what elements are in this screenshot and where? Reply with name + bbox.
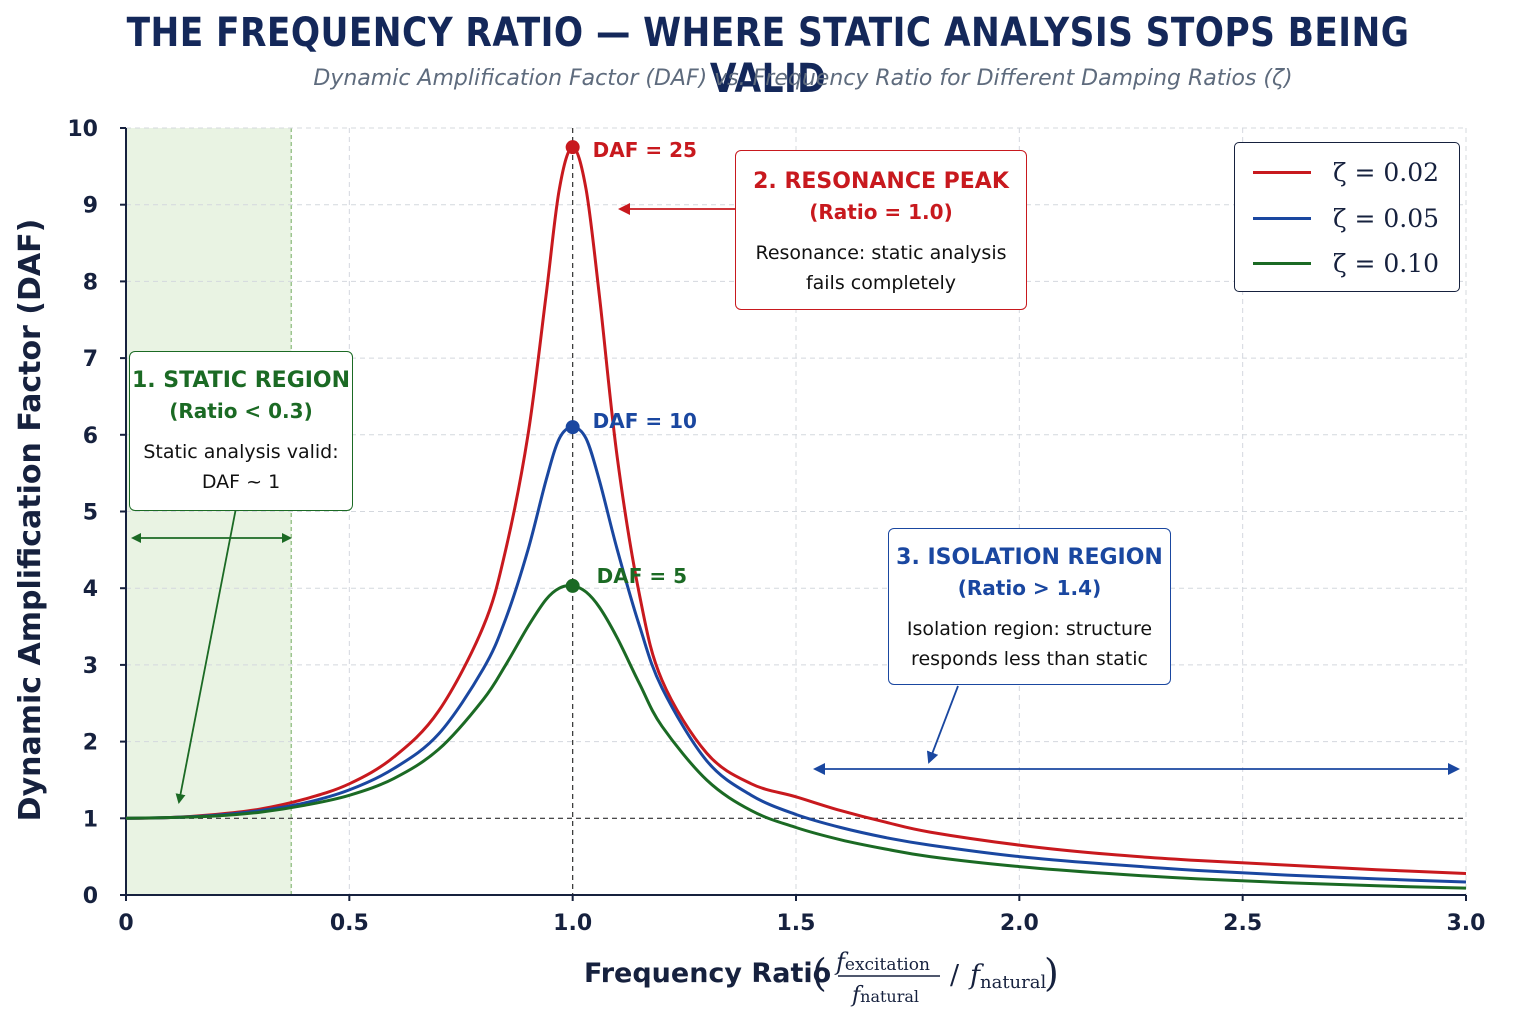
y-tick-label: 10 <box>67 117 98 142</box>
resonance-annotation: 2. RESONANCE PEAK (Ratio = 1.0) Resonanc… <box>735 150 1027 310</box>
resonance-desc-line1: Resonance: static analysis <box>755 242 1007 264</box>
x-axis-label: Frequency Ratio ( fexcitation fnatural /… <box>584 948 1059 1008</box>
series-line-zeta-002 <box>125 145 1467 875</box>
peak-marker-zeta-005 <box>565 420 580 435</box>
isolation-desc-line2: responds less than static <box>911 648 1148 670</box>
x-label-denominator: fnatural <box>850 983 919 1008</box>
isolation-annotation: 3. ISOLATION REGION (Ratio > 1.4) Isolat… <box>888 528 1171 685</box>
static-region-range: (Ratio < 0.3) <box>169 399 313 423</box>
isolation-range: (Ratio > 1.4) <box>957 576 1102 600</box>
legend: ζ = 0.02 ζ = 0.05 ζ = 0.10 <box>1234 142 1460 292</box>
x-label-numerator: fexcitation <box>834 948 930 976</box>
static-region-desc: Static analysis valid: DAF ~ 1 <box>130 437 352 497</box>
legend-label: ζ = 0.02 <box>1333 157 1440 187</box>
x-axis-label-text: Frequency Ratio <box>584 958 831 989</box>
y-tick-label: 7 <box>83 347 98 372</box>
chart-title: THE FREQUENCY RATIO — WHERE STATIC ANALY… <box>126 10 1410 102</box>
y-axis-label: Dynamic Amplification Factor (DAF) <box>13 219 48 822</box>
x-label-slash: / <box>950 960 960 991</box>
y-tick-label: 5 <box>83 501 98 526</box>
static-region-desc-line1: Static analysis valid: <box>143 441 339 463</box>
isolation-heading: 3. ISOLATION REGION <box>896 545 1163 570</box>
peak-label-zeta-002: DAF = 25 <box>593 138 697 162</box>
legend-swatch <box>1253 261 1311 265</box>
legend-swatch <box>1253 170 1311 174</box>
legend-item-zeta-010: ζ = 0.10 <box>1253 248 1439 278</box>
resonance-desc: Resonance: static analysis fails complet… <box>736 238 1026 298</box>
y-tick-label: 1 <box>83 807 98 832</box>
resonance-range: (Ratio = 1.0) <box>809 200 953 224</box>
static-region-heading: 1. STATIC REGION <box>131 368 351 393</box>
x-tick-label: 0 <box>118 911 133 936</box>
isolation-pointer-arrow <box>926 685 959 764</box>
y-tick-label: 2 <box>83 731 98 756</box>
isolation-desc: Isolation region: structure responds les… <box>889 614 1170 674</box>
legend-swatch <box>1253 216 1311 220</box>
y-tick-label: 6 <box>83 424 98 449</box>
x-label-close-paren: ) <box>1044 951 1059 995</box>
x-tick-label: 1.0 <box>553 911 592 936</box>
legend-item-zeta-002: ζ = 0.02 <box>1253 157 1439 187</box>
x-tick-label: 2.0 <box>1000 911 1039 936</box>
isolation-desc-line1: Isolation region: structure <box>906 618 1153 640</box>
y-tick-label: 9 <box>83 194 98 219</box>
y-tick-label: 0 <box>83 884 98 909</box>
series-line-zeta-010 <box>125 584 1467 890</box>
peak-label-zeta-005: DAF = 10 <box>593 409 697 433</box>
legend-item-zeta-005: ζ = 0.05 <box>1253 203 1439 233</box>
y-tick-label: 8 <box>83 270 98 295</box>
static-pointer-arrow <box>175 507 237 804</box>
x-tick-label: 2.5 <box>1223 911 1262 936</box>
legend-label: ζ = 0.05 <box>1333 203 1440 233</box>
chart-subtitle: Dynamic Amplification Factor (DAF) vs. F… <box>313 66 1293 91</box>
resonance-desc-line2: fails completely <box>805 272 957 294</box>
y-tick-label: 4 <box>83 577 98 602</box>
series-line-zeta-005 <box>125 425 1467 884</box>
x-tick-label: 1.5 <box>777 911 816 936</box>
static-region-annotation: 1. STATIC REGION (Ratio < 0.3) Static an… <box>129 351 353 511</box>
x-tick-label: 0.5 <box>330 911 369 936</box>
legend-label: ζ = 0.10 <box>1333 248 1440 278</box>
x-tick-label: 3.0 <box>1447 911 1486 936</box>
x-label-rhs: fnatural <box>968 960 1046 993</box>
y-tick-label: 3 <box>83 654 98 679</box>
peak-marker-zeta-002 <box>565 140 580 155</box>
resonance-heading: 2. RESONANCE PEAK <box>753 169 1009 194</box>
peak-marker-zeta-010 <box>565 578 580 593</box>
x-label-open-paren: ( <box>812 951 827 995</box>
peak-label-zeta-010: DAF = 5 <box>597 564 687 588</box>
static-region-desc-line2: DAF ~ 1 <box>201 471 281 493</box>
